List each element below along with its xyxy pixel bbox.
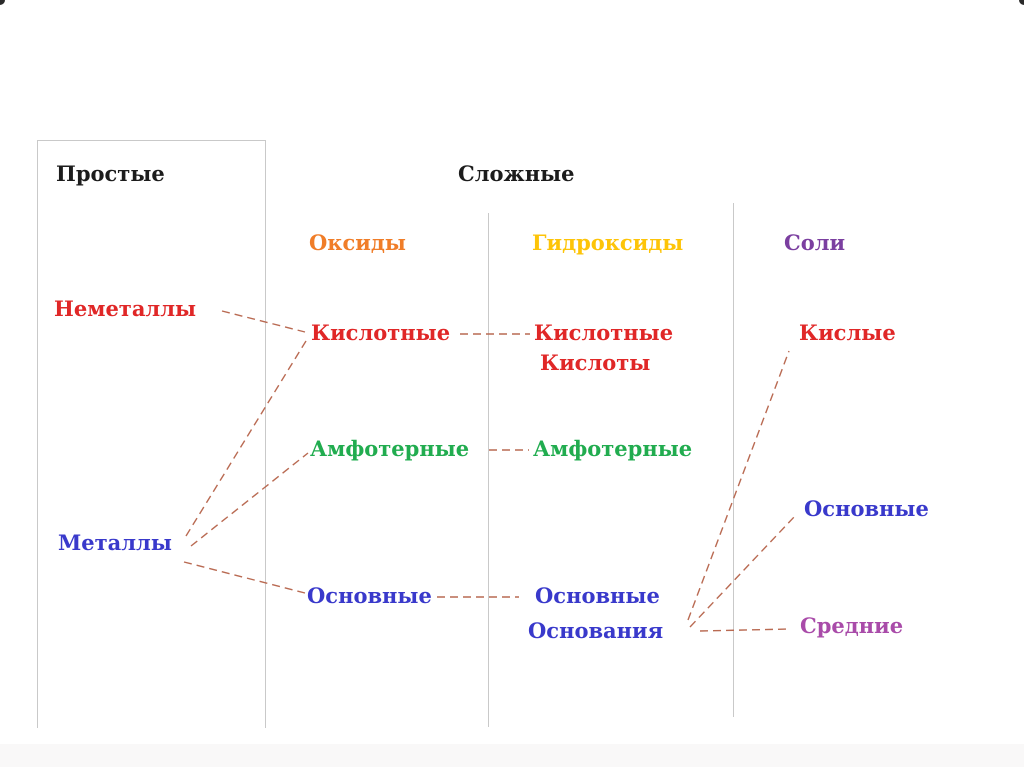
- node-acidic-oxides: Кислотные: [311, 320, 451, 345]
- node-amphoteric-hydroxides: Амфотерные: [533, 436, 693, 461]
- node-bases: Основания: [528, 618, 664, 643]
- simple-substances-box: [37, 140, 266, 728]
- column-header-salts: Соли: [784, 230, 846, 255]
- connector-bases-to-acidic-salts: [687, 350, 790, 621]
- node-basic-salts: Основные: [804, 496, 929, 521]
- connector-bases-to-middle-salts: [699, 628, 791, 632]
- node-amphoteric-oxides: Амфотерные: [310, 436, 470, 461]
- node-acids: Кислоты: [540, 350, 651, 375]
- node-middle-salts: Средние: [800, 613, 904, 638]
- column-header-oxides: Оксиды: [309, 230, 406, 255]
- connector-bases-to-basic-salts: [689, 515, 796, 628]
- node-acidic-salts: Кислые: [799, 320, 896, 345]
- screenshot-corner-artifact: [1019, 0, 1024, 5]
- column-divider-hydroxides-salts: [733, 203, 734, 717]
- screenshot-corner-artifact: [0, 0, 5, 5]
- header-complex-substances: Сложные: [458, 161, 575, 186]
- node-basic-hydroxides: Основные: [535, 583, 660, 608]
- header-simple-substances: Простые: [56, 161, 165, 186]
- node-basic-oxides: Основные: [307, 583, 432, 608]
- node-acidic-hydroxides: Кислотные: [534, 320, 674, 345]
- column-divider-oxides-hydroxides: [488, 213, 489, 727]
- node-nonmetals: Неметаллы: [54, 296, 197, 321]
- column-header-hydroxides: Гидроксиды: [532, 230, 684, 255]
- bottom-margin-strip: [0, 744, 1024, 767]
- node-metals: Металлы: [58, 530, 172, 555]
